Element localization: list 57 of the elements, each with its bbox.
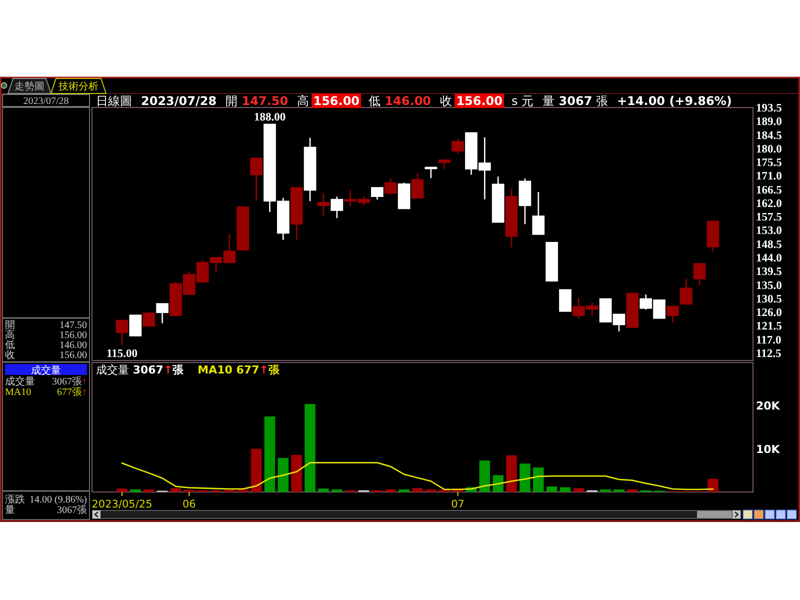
y-tick-label: 117.0 <box>756 334 782 346</box>
y-tick-label: 171.0 <box>756 170 782 183</box>
card-text: 3067張 <box>57 505 87 516</box>
annotation: 188.00 <box>254 112 286 124</box>
card-text: 成交量 <box>5 376 35 388</box>
card-text: 14.00 (9.86%) <box>30 494 87 506</box>
y-tick-label: 126.0 <box>756 307 782 320</box>
x-tick-label: 2023/05/25 <box>92 498 152 510</box>
x-tick-label: 07 <box>451 498 464 510</box>
card-text: 147.50 <box>60 320 87 331</box>
y-tick-label: 10K <box>756 442 780 456</box>
card-text: 低 <box>5 340 15 351</box>
card-text: 成交量 <box>31 366 61 376</box>
annotation: 收 156.00 <box>440 94 502 108</box>
card-text: 高 <box>5 330 15 341</box>
y-tick-label: 130.5 <box>756 293 782 306</box>
annotation: +14.00 (+9.86%) <box>617 94 732 108</box>
card-text: 漲跌 <box>5 494 25 506</box>
card-text: 146.00 <box>60 340 87 351</box>
y-tick-label: 20K <box>756 400 780 413</box>
card-text: 3067張↑ <box>52 376 87 388</box>
y-tick-label: 112.5 <box>756 348 782 360</box>
card-text: 156.00 <box>60 330 87 341</box>
annotation: 量 3067 張 <box>542 94 608 108</box>
card-text: 量 <box>5 505 15 516</box>
annotation: 開 147.50 <box>226 94 288 108</box>
y-tick-label: 135.0 <box>756 280 782 292</box>
y-tick-label: 184.5 <box>756 130 782 142</box>
y-tick-label: 157.5 <box>756 212 782 224</box>
card-text: 收 <box>5 350 15 361</box>
y-tick-label: 121.5 <box>756 320 782 333</box>
card-text: MA10 <box>5 387 32 398</box>
card-text: 開 <box>5 320 15 331</box>
y-tick-label: 139.5 <box>756 266 782 278</box>
y-tick-label: 166.5 <box>756 184 782 196</box>
y-tick-label: 162.0 <box>756 198 782 210</box>
tab-label: 技術分析 <box>58 82 98 92</box>
card-text: 677張↑ <box>57 387 87 398</box>
tab-label: 走勢圖 <box>14 82 44 92</box>
annotation: 高 156.00 <box>297 94 360 108</box>
y-tick-label: 175.5 <box>756 157 782 170</box>
card-text: 2023/07/28 <box>23 96 69 107</box>
y-tick-label: 144.0 <box>756 252 782 264</box>
y-tick-label: 193.5 <box>756 102 782 114</box>
x-tick-label: 06 <box>182 498 196 510</box>
y-tick-label: 180.0 <box>756 143 782 156</box>
annotation: s 元 <box>512 94 534 108</box>
y-tick-label: 153.0 <box>756 225 782 238</box>
annotation: 低 146.00 <box>368 94 432 108</box>
title: 日線圖 <box>96 94 132 108</box>
annotation: 115.00 <box>106 348 138 360</box>
annotation: 2023/07/28 <box>141 94 217 108</box>
annotation: 成交量 3067↑張 <box>96 364 184 376</box>
y-tick-label: 148.5 <box>756 238 782 251</box>
card-text: 156.00 <box>60 350 87 361</box>
annotation: MA10 677↑張 <box>198 364 280 376</box>
y-tick-label: 189.0 <box>756 116 782 128</box>
